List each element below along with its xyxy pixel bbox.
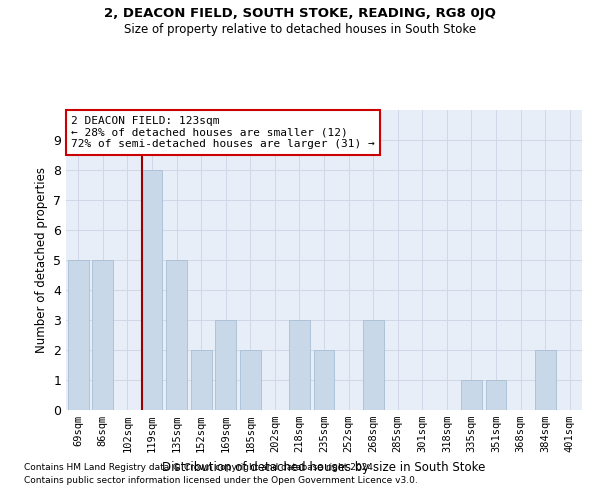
Text: 2, DEACON FIELD, SOUTH STOKE, READING, RG8 0JQ: 2, DEACON FIELD, SOUTH STOKE, READING, R… — [104, 8, 496, 20]
Bar — [166, 260, 187, 410]
Bar — [215, 320, 236, 410]
X-axis label: Distribution of detached houses by size in South Stoke: Distribution of detached houses by size … — [163, 460, 485, 473]
Text: Contains public sector information licensed under the Open Government Licence v3: Contains public sector information licen… — [24, 476, 418, 485]
Bar — [191, 350, 212, 410]
Bar — [362, 320, 383, 410]
Text: Size of property relative to detached houses in South Stoke: Size of property relative to detached ho… — [124, 22, 476, 36]
Bar — [485, 380, 506, 410]
Bar — [92, 260, 113, 410]
Text: 2 DEACON FIELD: 123sqm
← 28% of detached houses are smaller (12)
72% of semi-det: 2 DEACON FIELD: 123sqm ← 28% of detached… — [71, 116, 375, 149]
Bar — [68, 260, 89, 410]
Bar — [535, 350, 556, 410]
Y-axis label: Number of detached properties: Number of detached properties — [35, 167, 47, 353]
Bar — [289, 320, 310, 410]
Bar — [240, 350, 261, 410]
Text: Contains HM Land Registry data © Crown copyright and database right 2024.: Contains HM Land Registry data © Crown c… — [24, 464, 376, 472]
Bar — [142, 170, 163, 410]
Bar — [461, 380, 482, 410]
Bar — [314, 350, 334, 410]
